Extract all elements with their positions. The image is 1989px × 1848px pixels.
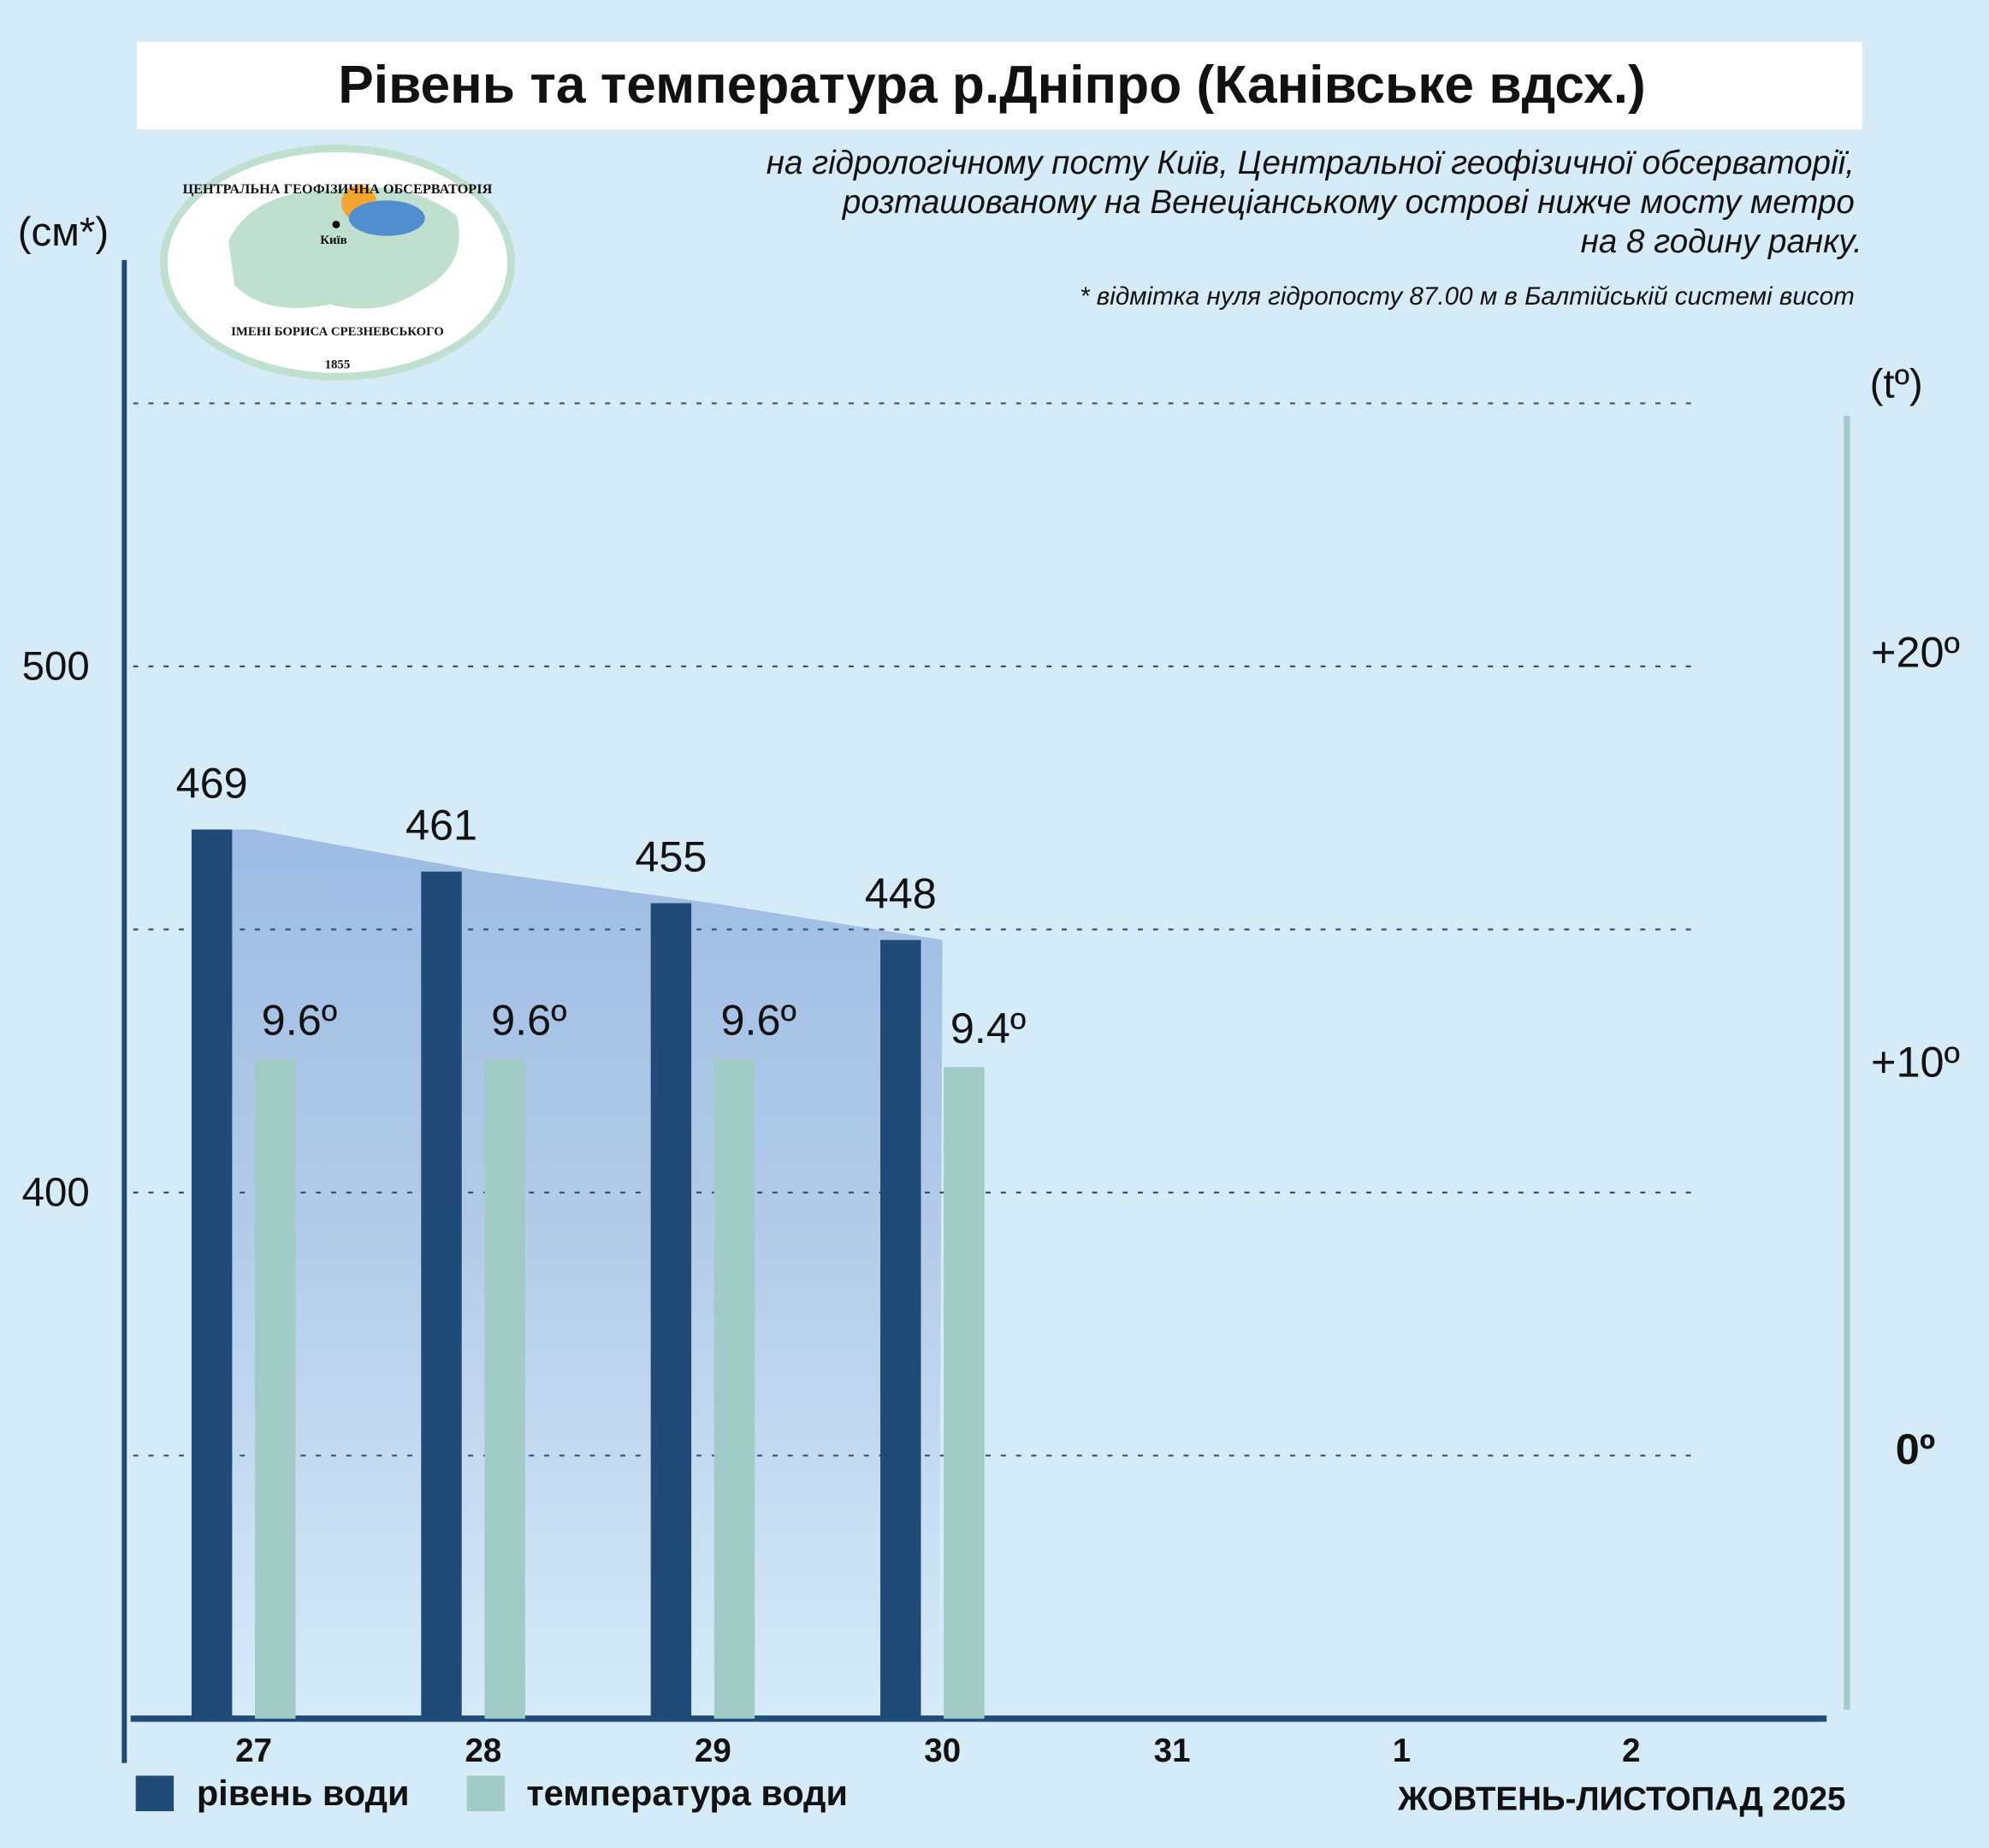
footnote: * відмітка нуля гідропосту 87.00 м в Бал… bbox=[1080, 282, 1855, 311]
y2-tick-label: +20º bbox=[1871, 628, 1960, 677]
level-label: 448 bbox=[865, 869, 937, 918]
temperature-label: 9.6º bbox=[491, 996, 566, 1045]
level-bar bbox=[191, 829, 233, 1719]
temperature-bar bbox=[713, 1058, 755, 1719]
y-axis-title: (см*) bbox=[18, 210, 109, 255]
level-bar bbox=[880, 939, 921, 1719]
legend-swatch bbox=[466, 1775, 506, 1812]
x-tick-label: 31 bbox=[1154, 1732, 1191, 1769]
logo-year: 1855 bbox=[325, 358, 351, 371]
x-axis-title: ЖОВТЕНЬ-ЛИСТОПАД 2025 bbox=[1397, 1780, 1845, 1817]
legend-label: рівень води bbox=[197, 1773, 410, 1813]
chart-title: Рівень та температура р.Дніпро (Канівськ… bbox=[338, 56, 1646, 115]
level-label: 461 bbox=[405, 801, 477, 850]
subtitle: на гідрологічному посту Київ, Центрально… bbox=[767, 145, 1855, 181]
legend-swatch bbox=[135, 1775, 175, 1812]
logo-bottom: ІМЕНІ БОРИСА СРЕЗНЕВСЬКОГО bbox=[231, 325, 444, 339]
logo-cloud bbox=[348, 200, 425, 236]
level-label: 455 bbox=[635, 832, 707, 881]
x-tick-label: 28 bbox=[465, 1732, 502, 1769]
y-tick-label: 400 bbox=[22, 1170, 90, 1215]
x-tick-label: 2 bbox=[1622, 1732, 1640, 1769]
temperature-label: 9.6º bbox=[262, 996, 337, 1045]
level-bar bbox=[650, 903, 692, 1719]
subtitle: на 8 годину ранку. bbox=[1581, 223, 1862, 260]
subtitle: розташованому на Венеціанському острові … bbox=[842, 184, 1855, 221]
logo: Київ ЦЕНТРАЛЬНА ГЕОФІЗИЧНА ОБСЕРВАТОРІЯ … bbox=[159, 145, 516, 381]
x-tick-label: 1 bbox=[1393, 1732, 1411, 1769]
temperature-bar bbox=[944, 1067, 985, 1719]
title-box bbox=[137, 41, 1862, 130]
y2-tick-label: +10º bbox=[1871, 1038, 1960, 1087]
level-bar bbox=[421, 871, 462, 1719]
temperature-label: 9.6º bbox=[720, 996, 796, 1045]
logo-top: ЦЕНТРАЛЬНА ГЕОФІЗИЧНА ОБСЕРВАТОРІЯ bbox=[182, 181, 492, 197]
x-tick-label: 30 bbox=[924, 1732, 961, 1769]
level-area bbox=[210, 829, 943, 1719]
logo-city: Київ bbox=[320, 234, 346, 247]
temperature-bar bbox=[255, 1058, 296, 1719]
x-tick-label: 27 bbox=[235, 1732, 272, 1769]
temperature-label: 9.4º bbox=[950, 1004, 1026, 1052]
y2-axis-title: (tº) bbox=[1870, 362, 1923, 407]
legend-label: температура води bbox=[526, 1773, 848, 1813]
level-label: 469 bbox=[176, 758, 248, 807]
temperature-bar bbox=[484, 1058, 525, 1719]
logo-dot bbox=[332, 220, 340, 228]
y2-tick-label: 0º bbox=[1896, 1424, 1935, 1473]
x-tick-label: 29 bbox=[695, 1732, 731, 1769]
y-tick-label: 500 bbox=[22, 643, 90, 689]
